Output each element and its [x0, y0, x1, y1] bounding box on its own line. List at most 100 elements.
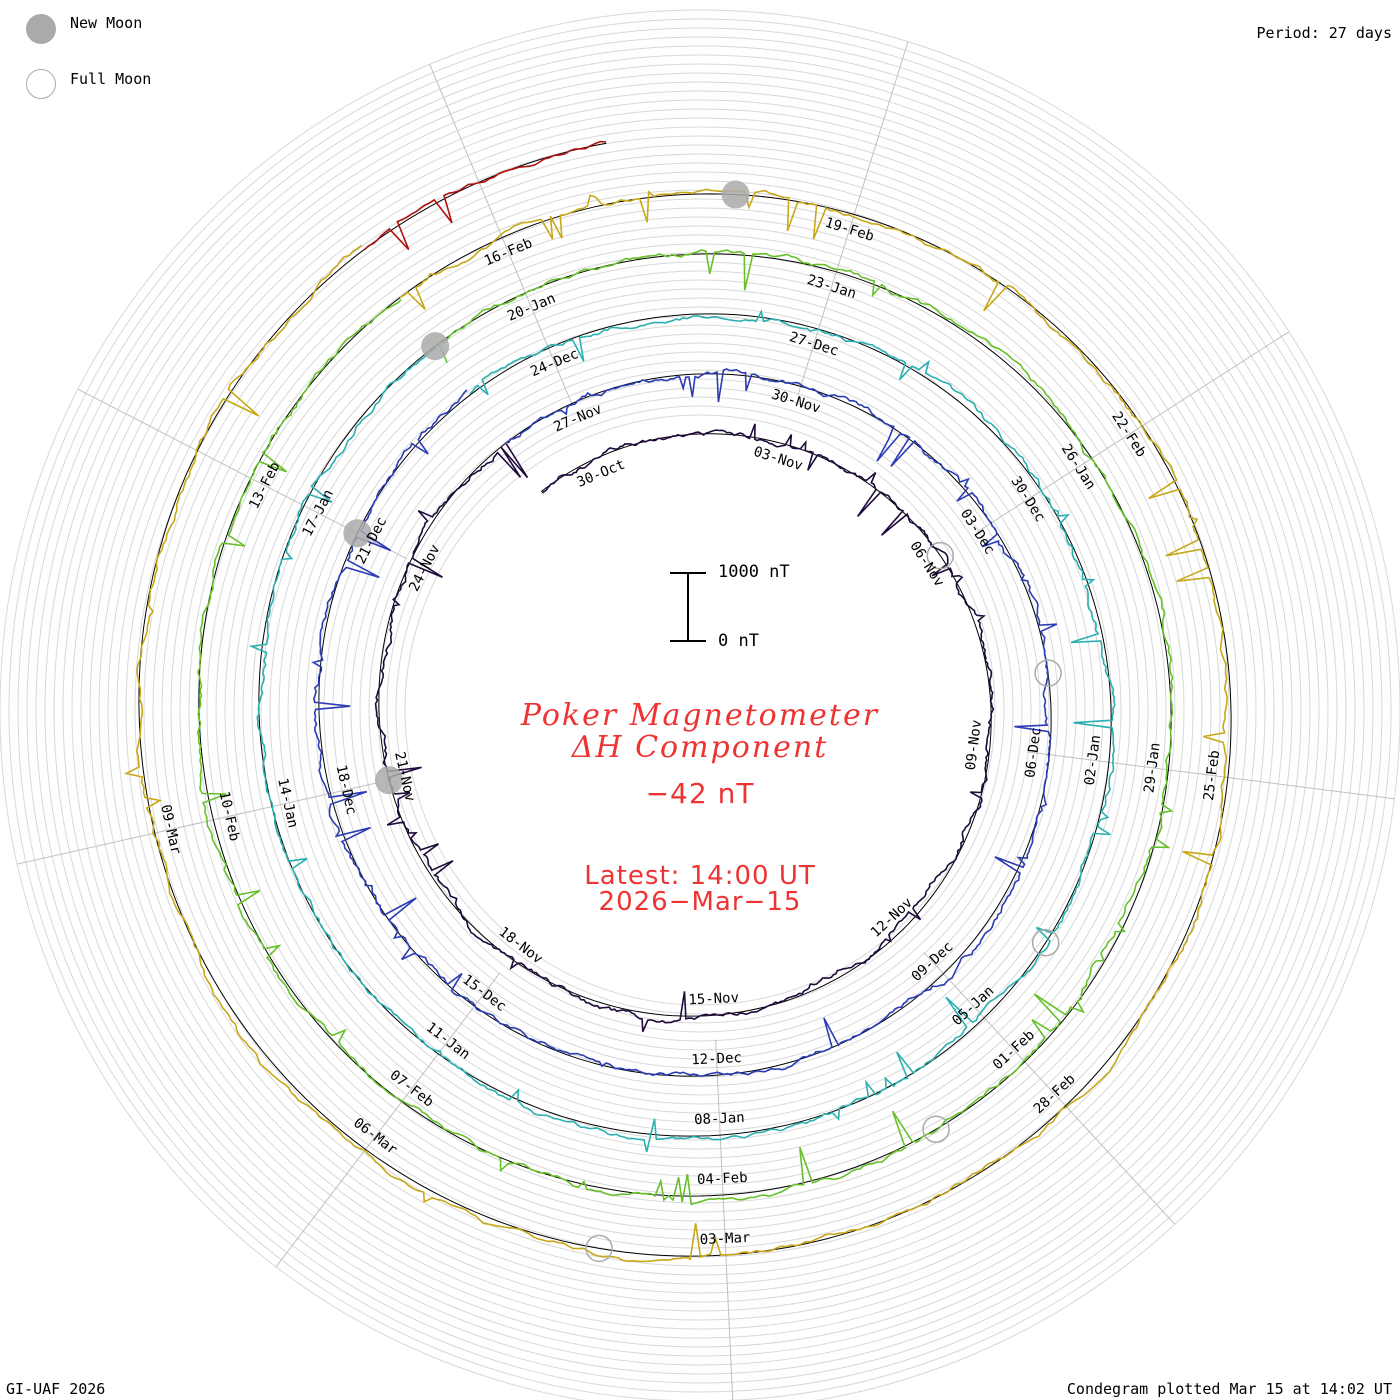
- date-label: 06-Dec: [1022, 726, 1044, 778]
- grid-circle: [89, 99, 1311, 1321]
- grid-circle: [233, 243, 1167, 1177]
- date-label: 02-Jan: [1082, 734, 1104, 786]
- scale-bar-bottom-tick: [670, 640, 706, 642]
- grid-circle: [107, 117, 1293, 1303]
- latest-date: 2026−Mar−15: [598, 887, 802, 917]
- date-label: 22-Feb: [1108, 409, 1149, 460]
- date-label: 26-Jan: [1058, 441, 1099, 492]
- date-label: 16-Feb: [482, 235, 535, 269]
- latest-time: Latest: 14:00 UT: [584, 861, 816, 891]
- trace-series-1: [374, 423, 995, 1033]
- radial-spoke: [977, 331, 1290, 533]
- credit-label: GI-UAF 2026: [6, 1380, 106, 1398]
- legend-full-moon-label: Full Moon: [70, 70, 152, 88]
- grid-circle: [296, 306, 1104, 1114]
- date-label: 30-Oct: [575, 457, 628, 491]
- scale-top-label: 1000 nT: [718, 562, 790, 582]
- scale-bar-top-tick: [670, 572, 706, 574]
- full-moon-marker: [1031, 928, 1060, 957]
- date-label: 13-Feb: [246, 459, 283, 511]
- date-label: 06-Nov: [906, 539, 947, 590]
- radial-spoke: [715, 1039, 734, 1400]
- grid-circle: [116, 126, 1284, 1294]
- grid-circle: [71, 81, 1329, 1339]
- new-moon-marker: [421, 332, 450, 361]
- grid-circle: [125, 135, 1275, 1285]
- grid-circle: [377, 387, 1023, 1033]
- date-label: 12-Dec: [691, 1050, 742, 1068]
- grid-circle: [53, 63, 1347, 1357]
- chart-title: Poker Magnetometer: [520, 698, 880, 733]
- full-moon-icon: [26, 69, 56, 99]
- grid-circle: [323, 333, 1077, 1087]
- baseline-spiral: [138, 142, 1232, 1257]
- date-label: 29-Jan: [1141, 742, 1163, 794]
- date-label: 24-Nov: [406, 542, 443, 594]
- grid-circle: [368, 378, 1032, 1042]
- radial-spoke: [17, 782, 379, 865]
- date-label: 30-Dec: [1007, 474, 1048, 525]
- scale-bottom-label: 0 nT: [718, 631, 759, 651]
- grid-circle: [341, 351, 1059, 1069]
- legend-new-moon-label: New Moon: [70, 14, 143, 32]
- trace-series-6: [364, 140, 607, 251]
- grid-circle: [251, 261, 1149, 1159]
- grid-circle: [134, 144, 1266, 1276]
- grid-circle: [224, 234, 1176, 1186]
- grid-circle: [242, 252, 1158, 1168]
- full-moon-marker: [922, 1115, 950, 1143]
- grid-circle: [287, 297, 1113, 1123]
- grid-circle: [386, 396, 1014, 1024]
- current-value: −42 nT: [645, 777, 755, 810]
- new-moon-icon: [26, 14, 56, 44]
- grid-circle: [404, 414, 996, 1006]
- grid-circle: [26, 36, 1374, 1384]
- grid-circle: [143, 153, 1257, 1267]
- date-label: 17-Jan: [299, 487, 336, 539]
- grid-circle: [359, 369, 1041, 1051]
- grid-circle: [170, 180, 1230, 1240]
- date-label: 08-Jan: [694, 1110, 745, 1128]
- new-moon-marker: [343, 519, 372, 548]
- grid-circle: [260, 270, 1140, 1150]
- date-label: 20-Jan: [505, 290, 558, 324]
- full-moon-marker: [1034, 659, 1062, 687]
- date-label: 18-Nov: [496, 924, 546, 967]
- date-label: 27-Nov: [551, 401, 604, 435]
- trace-series-2: [311, 368, 1058, 1078]
- grid-circle: [44, 54, 1356, 1366]
- scale-bar: [687, 573, 689, 641]
- grid-circle: [215, 225, 1185, 1195]
- full-moon-marker: [585, 1234, 613, 1263]
- moon-markers: [343, 180, 1062, 1263]
- trace-series-4: [196, 249, 1174, 1206]
- grid-circle: [332, 342, 1068, 1078]
- date-label: 15-Nov: [688, 990, 739, 1008]
- grid-circle: [8, 18, 1392, 1400]
- new-moon-marker: [721, 180, 750, 209]
- grid-circle: [62, 72, 1338, 1348]
- plotted-timestamp: Condegram plotted Mar 15 at 14:02 UT: [1066, 1380, 1392, 1398]
- new-moon-marker: [374, 766, 403, 795]
- baseline-spirals: [138, 142, 1232, 1257]
- date-label: 03-Mar: [699, 1230, 750, 1248]
- grid-circle: [17, 27, 1383, 1393]
- grid-circle: [278, 288, 1122, 1132]
- grid-circle: [350, 360, 1050, 1060]
- chart-subtitle: ΔH Component: [571, 730, 829, 765]
- grid-circle: [197, 207, 1203, 1213]
- grid-circle: [80, 90, 1320, 1330]
- date-label: 09-Nov: [963, 719, 985, 771]
- grid-circle: [206, 216, 1194, 1204]
- grid-circles: [0, 9, 1400, 1400]
- trace-series-3: [248, 309, 1116, 1153]
- full-moon-marker: [926, 541, 955, 570]
- grid-circle: [35, 45, 1365, 1375]
- trace-series-5: [123, 188, 1229, 1263]
- radial-spoke: [923, 952, 1176, 1225]
- grid-circle: [395, 405, 1005, 1015]
- date-label: 25-Feb: [1201, 749, 1223, 801]
- period-label: Period: 27 days: [1256, 24, 1392, 42]
- radial-spoke: [797, 41, 909, 396]
